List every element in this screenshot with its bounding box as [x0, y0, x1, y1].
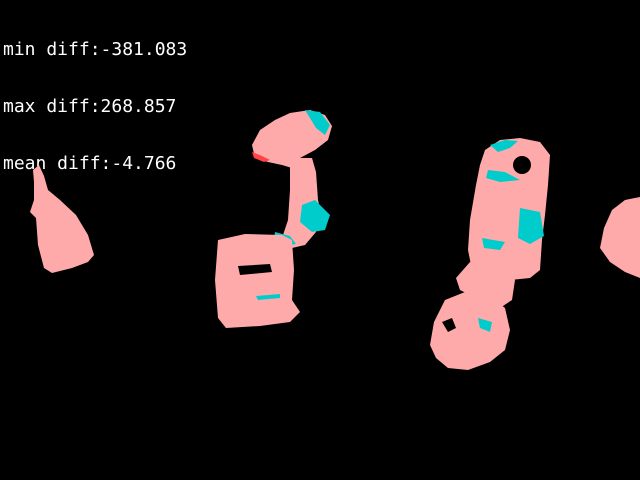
clamp-object	[456, 258, 515, 308]
cylinder-object	[468, 138, 550, 280]
drill-object	[252, 110, 332, 248]
diff-stats-overlay: min diff:-381.083 max diff:268.857 mean …	[3, 2, 187, 192]
max-diff-label: max diff:268.857	[3, 96, 177, 117]
min-diff-label: min diff:-381.083	[3, 39, 188, 60]
edge-object	[600, 197, 640, 278]
bottle-object	[30, 165, 94, 273]
bowl-object	[430, 292, 510, 370]
box-object	[215, 234, 300, 328]
